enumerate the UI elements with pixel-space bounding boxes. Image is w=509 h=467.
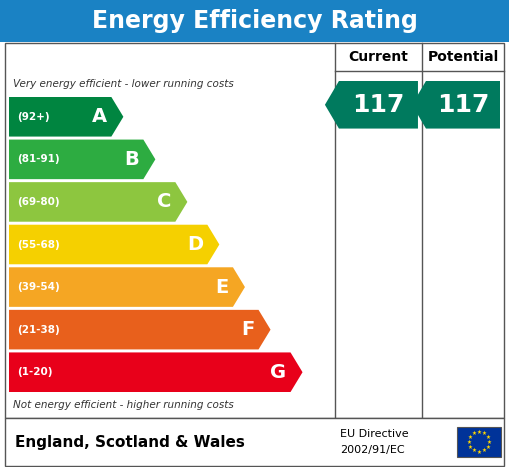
Text: B: B [125,150,139,169]
Text: ★: ★ [476,430,482,434]
Polygon shape [9,353,302,392]
Text: Energy Efficiency Rating: Energy Efficiency Rating [92,9,417,33]
Text: Not energy efficient - higher running costs: Not energy efficient - higher running co… [13,400,234,410]
Text: Potential: Potential [428,50,499,64]
Polygon shape [325,81,418,128]
Polygon shape [412,81,500,128]
Text: D: D [187,235,204,254]
Bar [0,0,509,42]
Text: ★: ★ [482,431,487,436]
Text: (69-80): (69-80) [17,197,60,207]
Text: C: C [157,192,172,212]
Text: (1-20): (1-20) [17,367,52,377]
Text: A: A [92,107,107,126]
Text: ★: ★ [471,448,476,453]
Text: ★: ★ [468,434,473,439]
Text: ★: ★ [482,448,487,453]
Polygon shape [9,182,187,222]
Text: ★: ★ [485,434,490,439]
Text: 117: 117 [437,93,489,117]
Polygon shape [9,97,123,136]
Bar [5,43,504,418]
Polygon shape [9,140,155,179]
Text: Very energy efficient - lower running costs: Very energy efficient - lower running co… [13,79,234,89]
Text: ★: ★ [471,431,476,436]
Text: (81-91): (81-91) [17,155,60,164]
Text: (92+): (92+) [17,112,49,122]
Text: ★: ★ [485,445,490,450]
Text: E: E [216,277,229,297]
Text: ★: ★ [467,439,471,445]
Polygon shape [9,310,271,349]
Text: (55-68): (55-68) [17,240,60,249]
Text: Current: Current [349,50,408,64]
Text: (39-54): (39-54) [17,282,60,292]
Polygon shape [9,225,219,264]
Text: EU Directive: EU Directive [340,429,409,439]
Polygon shape [9,267,245,307]
Text: G: G [270,363,287,382]
Bar [457,427,501,457]
Bar [5,418,504,466]
Text: ★: ★ [468,445,473,450]
Text: (21-38): (21-38) [17,325,60,335]
Text: F: F [241,320,254,339]
Text: 2002/91/EC: 2002/91/EC [340,445,405,455]
Text: England, Scotland & Wales: England, Scotland & Wales [15,434,245,450]
Text: ★: ★ [487,439,491,445]
Text: 117: 117 [352,93,405,117]
Text: ★: ★ [476,450,482,454]
